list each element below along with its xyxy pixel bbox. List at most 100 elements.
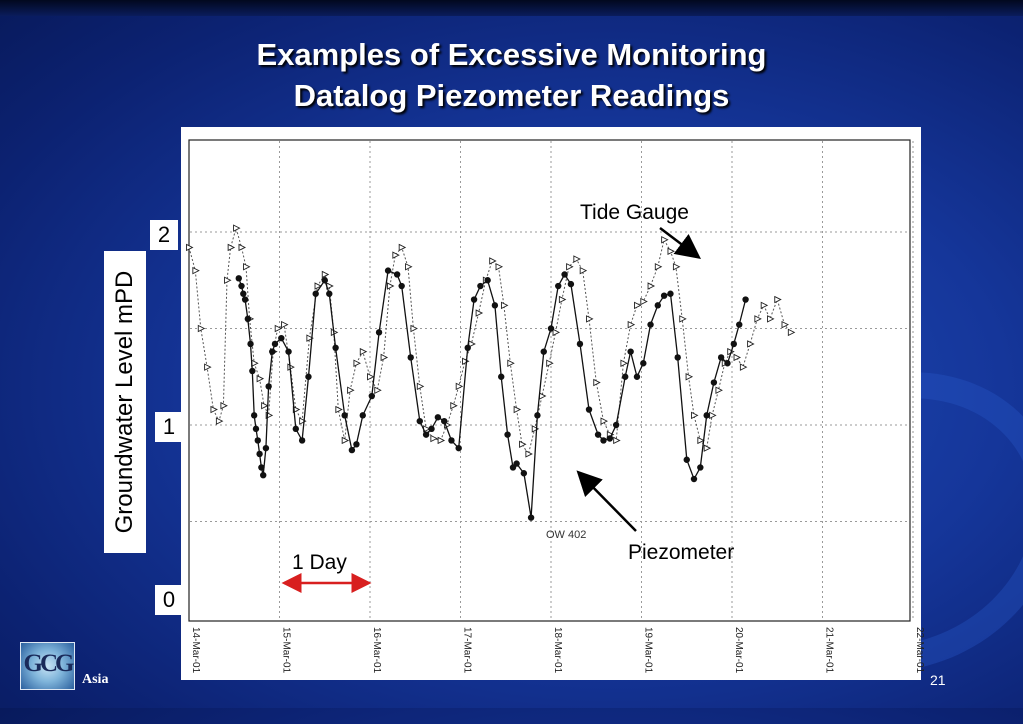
tide-gauge-point	[321, 270, 330, 279]
piezometer-point	[271, 340, 279, 348]
piezometer-point	[250, 412, 258, 419]
piezometer-point	[640, 360, 647, 367]
tide-gauge-arrow	[659, 227, 701, 260]
piezometer-point	[594, 431, 602, 438]
tide-gauge-point	[579, 266, 588, 275]
piezometer-point	[332, 344, 339, 351]
logo-mark: GCG	[23, 650, 75, 677]
tide-gauge-point	[220, 401, 228, 410]
tide-gauge-point	[475, 309, 484, 317]
piezometer-point	[633, 373, 641, 380]
piezometer-point	[585, 406, 593, 413]
plot-frame	[188, 139, 911, 622]
piezometer-point	[736, 321, 743, 328]
piezometer-point	[254, 437, 261, 444]
title-line-2: Datalog Piezometer Readings	[293, 78, 730, 113]
tide-gauge-point	[430, 434, 438, 443]
piezometer-point	[312, 290, 319, 297]
y-tick-1: 1	[155, 412, 183, 442]
piezometer-point	[477, 282, 484, 290]
tide-gauge-point	[593, 378, 601, 387]
tide-gauge-point	[314, 282, 323, 290]
piezometer-point	[249, 367, 256, 375]
tide-gauge-point	[525, 450, 533, 458]
tide-gauge-point	[754, 315, 762, 323]
tide-gauge-point	[243, 263, 251, 271]
piezometer-point	[690, 475, 698, 483]
tide-gauge-point	[359, 347, 368, 356]
piezometer-point	[703, 412, 710, 419]
piezometer-point	[600, 437, 607, 444]
piezometer-point	[612, 421, 620, 429]
piezometer-point	[534, 412, 541, 419]
tide-gauge-point	[679, 315, 687, 323]
piezometer-point	[278, 334, 285, 342]
tide-gauge-point	[386, 282, 395, 290]
tide-gauge-point	[261, 401, 269, 410]
tide-gauge-point	[204, 363, 212, 371]
tide-gauge-point	[489, 257, 497, 265]
tide-gauge-point	[546, 359, 554, 367]
piezometer-point	[448, 437, 455, 444]
tide-gauge-point	[197, 324, 206, 333]
tide-gauge-point	[306, 334, 314, 342]
piezometer-point	[235, 275, 242, 282]
piezometer-point	[555, 282, 562, 290]
tide-gauge-point	[215, 417, 224, 425]
tide-gauge-point	[347, 386, 355, 394]
tide-gauge-point	[238, 243, 246, 252]
piezometer-point	[710, 379, 718, 386]
ow-label: OW 402	[546, 529, 586, 541]
piezometer-point	[441, 417, 448, 425]
piezometer-point	[244, 315, 252, 323]
tide-gauge-point	[691, 411, 699, 420]
tide-gauge-point	[507, 359, 515, 367]
tide-gauge-point	[531, 425, 540, 433]
tide-gauge-point	[647, 282, 656, 290]
tide-gauge-point	[739, 363, 748, 371]
tide-gauge-point	[566, 263, 574, 271]
piezometer-point	[348, 446, 356, 454]
piezometer-point	[547, 325, 555, 332]
piezometer-arrow	[576, 470, 637, 532]
tide-gauge-point	[341, 436, 350, 445]
tide-gauge-point	[455, 382, 464, 391]
piezometer-point	[730, 340, 738, 348]
tide-gauge-point	[613, 436, 621, 445]
y-tick-2: 2	[150, 220, 178, 250]
piezometer-point	[504, 431, 511, 438]
tide-gauge-point	[774, 295, 782, 304]
piezometer-point	[252, 425, 260, 433]
logo-label: Asia	[82, 672, 109, 687]
piezometer-point	[667, 290, 674, 297]
piezometer-point	[247, 340, 254, 348]
tide-gauge-point	[627, 320, 636, 329]
piezometer-point	[627, 348, 634, 355]
tide-gauge-point	[519, 440, 527, 449]
piezometer-point	[491, 302, 499, 309]
tide-gauge-point	[224, 276, 232, 284]
x-tick-label: 22-Mar-01	[914, 627, 925, 674]
tide-gauge-point	[210, 405, 218, 414]
x-tick-label: 15-Mar-01	[281, 627, 292, 674]
piezometer-point	[241, 296, 249, 303]
piezometer-point	[285, 348, 292, 355]
tide-gauge-point	[405, 263, 413, 271]
x-tick-label: 19-Mar-01	[643, 627, 654, 674]
piezometer-point	[470, 296, 478, 303]
tide-gauge-point	[573, 255, 581, 263]
tide-gauge-point	[767, 315, 775, 323]
piezometer-point	[341, 412, 348, 419]
tide-gauge-point	[353, 359, 361, 367]
piezometer-point	[305, 373, 312, 380]
tide-gauge-point	[274, 324, 283, 333]
tide-gauge-point	[367, 373, 375, 381]
piezometer-point	[455, 444, 462, 452]
title-line-1: Examples of Excessive Monitoring	[256, 37, 767, 72]
piezometer-point	[683, 456, 690, 463]
piezometer-point	[258, 464, 265, 471]
piezometer-point	[416, 417, 423, 425]
datalog-chart: 14-Mar-01 15-Mar-01 16-Mar-01 17-Mar-01 18-M…	[186, 139, 925, 674]
piezometer-point	[498, 373, 505, 380]
tide-gauge-point	[450, 401, 458, 410]
